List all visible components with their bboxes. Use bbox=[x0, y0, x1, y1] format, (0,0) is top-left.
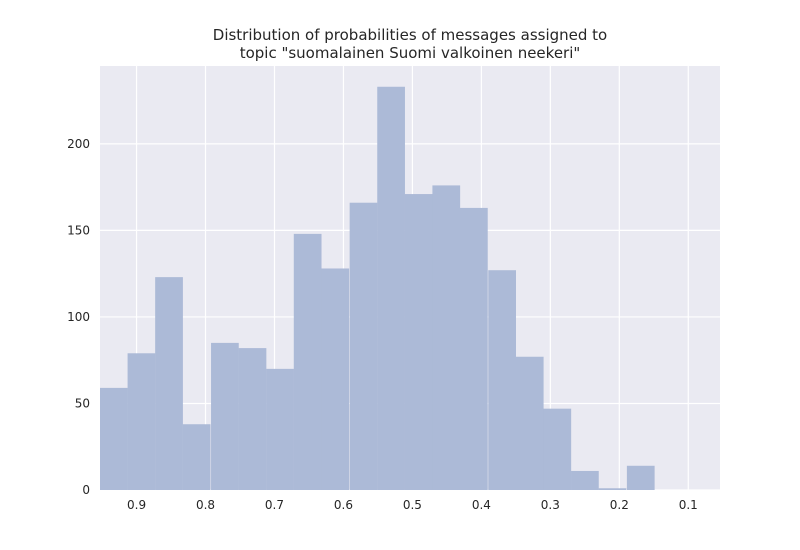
y-tick-label: 50 bbox=[75, 396, 90, 410]
histogram-bar bbox=[515, 356, 544, 490]
chart-title-line-2: topic "suomalainen Suomi valkoinen neeke… bbox=[240, 44, 581, 62]
x-tick-label: 0.5 bbox=[403, 498, 422, 512]
histogram-bar bbox=[377, 86, 405, 491]
histogram-bar bbox=[127, 353, 156, 490]
x-tick-label: 0.1 bbox=[679, 498, 698, 512]
histogram-bar bbox=[460, 207, 488, 490]
histogram-bars bbox=[100, 86, 655, 491]
x-tick-label: 0.6 bbox=[334, 498, 353, 512]
histogram-bar bbox=[266, 368, 294, 490]
histogram-bar bbox=[349, 202, 378, 490]
histogram-bar bbox=[211, 342, 239, 490]
y-axis-ticks: 0 50 100 150 200 bbox=[67, 137, 90, 497]
histogram-bar bbox=[100, 387, 128, 490]
x-axis-ticks: 0.9 0.8 0.7 0.6 0.5 0.4 0.3 0.2 0.1 bbox=[127, 498, 698, 512]
x-tick-label: 0.4 bbox=[472, 498, 491, 512]
histogram-bar bbox=[598, 488, 627, 490]
y-tick-label: 150 bbox=[67, 223, 90, 237]
x-tick-label: 0.8 bbox=[196, 498, 215, 512]
x-tick-label: 0.2 bbox=[610, 498, 629, 512]
histogram-bar bbox=[321, 268, 350, 490]
histogram-bar bbox=[543, 408, 572, 490]
histogram-bar bbox=[571, 470, 599, 490]
y-tick-label: 100 bbox=[67, 310, 90, 324]
histogram-bar bbox=[293, 233, 322, 490]
histogram-bar bbox=[182, 424, 211, 490]
x-tick-label: 0.3 bbox=[541, 498, 560, 512]
x-tick-label: 0.9 bbox=[127, 498, 146, 512]
histogram-bar bbox=[432, 185, 461, 491]
histogram-bar bbox=[626, 465, 655, 490]
x-tick-label: 0.7 bbox=[265, 498, 284, 512]
y-tick-label: 0 bbox=[82, 483, 90, 497]
histogram-bar bbox=[488, 270, 516, 490]
chart-title-line-1: Distribution of probabilities of message… bbox=[213, 26, 607, 44]
histogram-bar bbox=[404, 194, 433, 490]
histogram-bar bbox=[238, 348, 267, 490]
y-tick-label: 200 bbox=[67, 137, 90, 151]
histogram-bar bbox=[155, 277, 183, 490]
